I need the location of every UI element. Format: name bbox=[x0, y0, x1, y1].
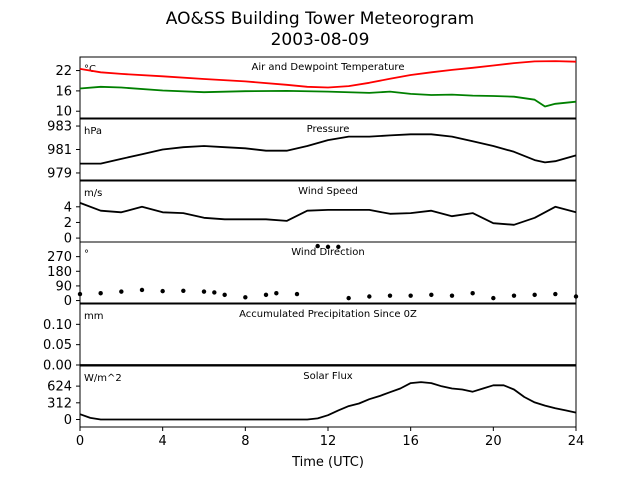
panel-unit: W/m^2 bbox=[84, 373, 122, 384]
data-point bbox=[491, 295, 496, 301]
panel-unit: °C bbox=[84, 64, 96, 75]
chart-date: 2003-08-09 bbox=[271, 30, 370, 50]
y-tick-label: 979 bbox=[47, 166, 72, 181]
data-point bbox=[274, 291, 279, 296]
y-tick-label: 16 bbox=[55, 84, 72, 99]
series-line-1 bbox=[79, 85, 577, 108]
data-point bbox=[212, 290, 217, 295]
y-tick-label: 10 bbox=[55, 105, 72, 120]
panel-frame bbox=[79, 56, 577, 119]
data-point bbox=[573, 294, 579, 299]
data-point bbox=[470, 291, 475, 296]
x-tick-label: 8 bbox=[241, 434, 249, 449]
panel-temperature: Air and Dewpoint Temperature °C 10 16 22 bbox=[55, 56, 577, 120]
data-point bbox=[336, 244, 341, 250]
y-tick-label: 0.05 bbox=[43, 338, 72, 353]
panel-unit: ° bbox=[84, 249, 89, 260]
panel-title: Air and Dewpoint Temperature bbox=[252, 62, 405, 73]
panel-unit: mm bbox=[84, 311, 103, 322]
x-axis-label: Time (UTC) bbox=[291, 455, 364, 470]
panel-title: Wind Speed bbox=[298, 186, 358, 197]
data-point bbox=[98, 291, 103, 296]
data-point bbox=[429, 292, 434, 298]
x-tick-label: 0 bbox=[76, 434, 84, 449]
chart-title: AO&SS Building Tower Meteorogram bbox=[166, 9, 474, 29]
data-point bbox=[243, 295, 248, 300]
data-point bbox=[222, 292, 227, 298]
series-line-0 bbox=[79, 60, 577, 89]
panel-frame bbox=[79, 241, 577, 304]
y-tick-label: 0 bbox=[64, 294, 72, 309]
y-tick-label: 22 bbox=[55, 64, 72, 79]
panel-title: Wind Direction bbox=[291, 247, 365, 258]
data-point bbox=[325, 244, 331, 250]
x-tick-label: 24 bbox=[568, 434, 585, 449]
panel-unit: hPa bbox=[84, 126, 102, 137]
data-point bbox=[346, 295, 351, 301]
data-point bbox=[201, 289, 207, 294]
y-tick-label: 4 bbox=[64, 200, 72, 215]
series-line-0 bbox=[80, 133, 577, 165]
data-point bbox=[315, 243, 320, 249]
y-tick-label: 0 bbox=[64, 413, 72, 428]
data-point bbox=[263, 292, 269, 298]
x-tick-label: 20 bbox=[485, 434, 502, 449]
data-point bbox=[511, 293, 517, 298]
y-tick-label: 312 bbox=[47, 396, 72, 411]
panel-unit: m/s bbox=[84, 188, 102, 199]
panel-pressure: Pressure hPa 979 981 983 bbox=[47, 118, 577, 181]
y-tick-label: 0.10 bbox=[43, 318, 72, 333]
y-tick-label: 270 bbox=[47, 250, 72, 265]
series-line-0 bbox=[79, 202, 577, 226]
panel-title: Solar Flux bbox=[303, 371, 353, 382]
y-tick-label: 983 bbox=[47, 120, 72, 135]
data-point bbox=[532, 292, 537, 298]
panels: Air and Dewpoint Temperature °C 10 16 22 Pres… bbox=[43, 56, 585, 449]
panel-title: Pressure bbox=[307, 124, 350, 135]
y-tick-label: 90 bbox=[55, 279, 72, 294]
data-point bbox=[553, 291, 558, 297]
x-tick-label: 12 bbox=[320, 434, 337, 449]
panel-title: Accumulated Precipitation Since 0Z bbox=[239, 309, 417, 320]
y-tick-label: 2 bbox=[64, 216, 72, 231]
panel-precipitation: Accumulated Precipitation Since 0Z mm 0.00… bbox=[43, 303, 577, 374]
data-point bbox=[387, 293, 393, 298]
data-point bbox=[408, 293, 413, 298]
data-point bbox=[181, 288, 186, 293]
y-tick-label: 624 bbox=[47, 380, 72, 395]
x-tick-label: 4 bbox=[159, 434, 167, 449]
series-line-0 bbox=[79, 381, 577, 421]
data-point bbox=[119, 289, 124, 294]
data-point bbox=[160, 288, 165, 294]
data-point bbox=[294, 291, 300, 297]
y-tick-label: 0.00 bbox=[43, 359, 72, 374]
data-point bbox=[139, 287, 145, 293]
y-tick-label: 0 bbox=[64, 232, 72, 247]
y-tick-label: 180 bbox=[47, 265, 72, 280]
x-tick-label: 16 bbox=[402, 434, 419, 449]
y-tick-label: 981 bbox=[47, 143, 72, 158]
data-point bbox=[449, 293, 455, 298]
data-point bbox=[77, 291, 83, 297]
data-point bbox=[367, 294, 372, 299]
